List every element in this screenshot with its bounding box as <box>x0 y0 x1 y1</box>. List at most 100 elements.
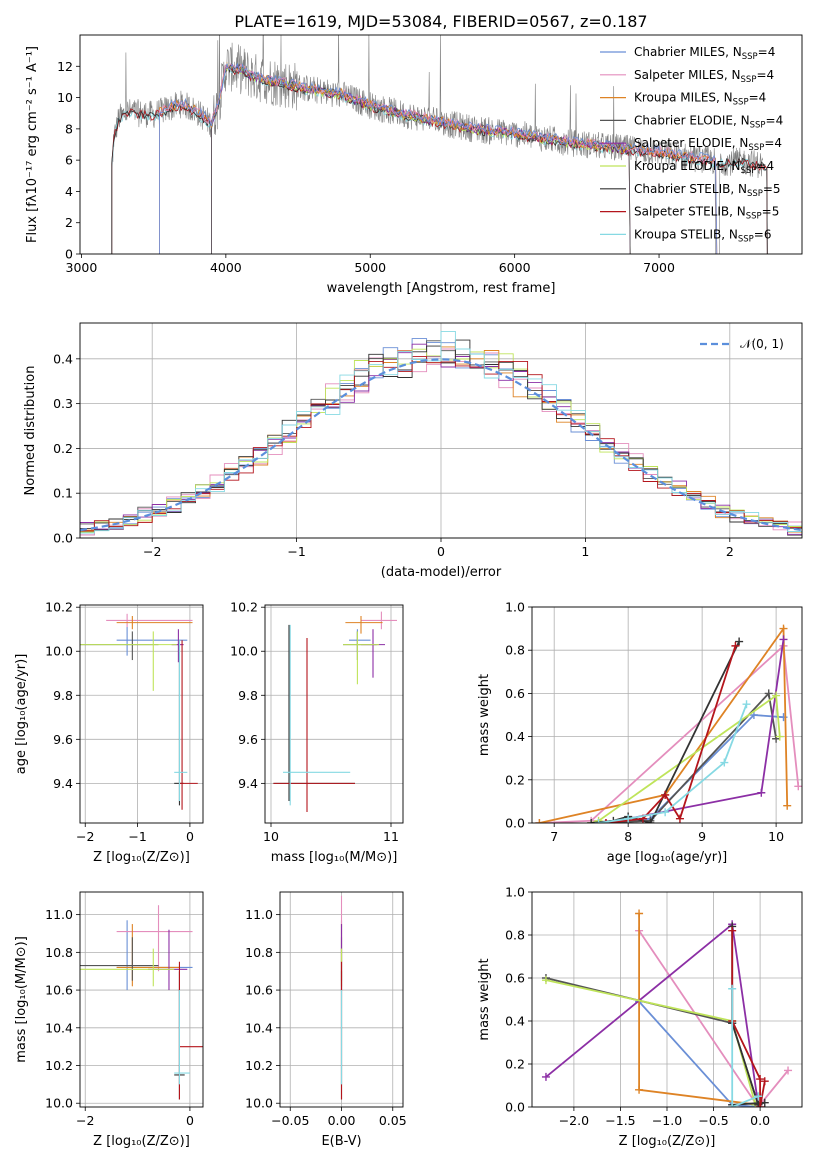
legend: 𝒩(0, 1) <box>700 337 784 351</box>
legend-suffix: =5 <box>762 205 780 219</box>
y-tick-label: 0.8 <box>505 928 525 943</box>
series-point <box>775 732 784 741</box>
errorbar-point-kroupa-elodie <box>343 631 379 685</box>
axes-frame <box>79 891 204 1108</box>
y-tick-label: 0.0 <box>53 531 73 546</box>
legend-entry: Salpeter MILES, NSSP=4 <box>634 68 774 85</box>
errorbar-point-salpeter-miles <box>106 613 193 628</box>
legend-label: Chabrier ELODIE, N <box>634 113 750 127</box>
y-tick-label: 0.8 <box>505 643 525 658</box>
errorbar-point-chabrier-elodie <box>80 631 159 661</box>
series-point <box>587 819 596 823</box>
x-axis-label: E(B-V) <box>321 1134 361 1149</box>
x-tick-label: 9 <box>698 829 706 844</box>
legend-label: Kroupa ELODIE, N <box>634 159 741 173</box>
x-tick-label: 6000 <box>499 260 531 275</box>
series-salpeter-stelib <box>728 926 769 1107</box>
y-axis-label: age [log₁₀(age/yr)] <box>14 654 29 775</box>
x-tick-label: −1.5 <box>605 1113 635 1128</box>
legend-label: Chabrier STELIB, N <box>634 182 747 196</box>
legend-suffix: =4 <box>756 159 774 173</box>
series-point <box>757 788 766 797</box>
legend-sub: SSP <box>750 120 766 130</box>
errorbar-point-kroupa-stelib <box>174 640 188 801</box>
y-tick-label: 10.2 <box>245 1058 273 1073</box>
series-point <box>728 1103 737 1107</box>
chart-residuals: −2 −1 0 1 2 0.0 0.1 0.2 0.3 0.4 (data-model)/error… <box>23 322 803 580</box>
y-axis-label: mass weight <box>477 674 492 756</box>
x-tick-label: 0 <box>186 829 194 844</box>
x-tick-label: 2 <box>726 544 734 559</box>
series-point <box>764 689 773 698</box>
x-tick-label: 0.00 <box>328 1113 356 1128</box>
x-tick-label: 1 <box>581 544 589 559</box>
y-tick-label: 0.2 <box>505 772 525 787</box>
series-line <box>545 979 757 1106</box>
normal-curve <box>80 358 802 532</box>
chart-mass_weight_vs_age: 7 8 9 10 0.0 0.2 0.4 0.6 0.8 1.0 age [log₁₀(age/yr… <box>477 600 803 865</box>
chart-age_vs_Z: −2 −1 0 9.4 9.6 9.8 10.0 10.2 Z [log₁₀(Z/Z⊙)] age… <box>14 600 204 865</box>
legend-sub: SSP <box>741 166 757 176</box>
series-line <box>731 988 759 1107</box>
x-tick-label: 0 <box>437 544 445 559</box>
y-axis-label: Normed distribution <box>23 366 38 496</box>
series-kroupa-miles <box>635 909 763 1107</box>
errorbar-point-chabrier-elodie <box>80 937 159 981</box>
series-kroupa-elodie <box>541 976 760 1107</box>
series-point <box>731 641 740 650</box>
y-tick-label: 9.8 <box>53 688 73 703</box>
errorbar-point-chabrier-miles <box>116 627 188 656</box>
y-tick-label: 0.1 <box>53 486 73 501</box>
series-point <box>783 801 792 810</box>
errorbar-point-chabrier-elodie <box>343 631 377 661</box>
y-tick-label: 6 <box>65 153 73 168</box>
y-tick-label: 1.0 <box>505 600 525 615</box>
y-tick-label: 0.2 <box>53 441 73 456</box>
series-point <box>541 976 550 985</box>
plot-area <box>80 613 198 810</box>
y-tick-label: 10.2 <box>45 1058 73 1073</box>
x-tick-label: −0.5 <box>698 1113 728 1128</box>
y-tick-label: 9.4 <box>53 776 73 791</box>
series-point <box>742 700 751 709</box>
series-point <box>661 790 670 799</box>
series-line <box>638 930 789 1107</box>
series-point <box>661 808 670 817</box>
series-point <box>756 1075 765 1084</box>
series-point <box>779 624 788 633</box>
series-point <box>760 1098 769 1107</box>
series-point <box>754 1092 763 1101</box>
x-tick-label: 11 <box>383 829 399 844</box>
series-point <box>735 637 744 646</box>
plot-area <box>541 909 793 1107</box>
chart-spectrum: 3000 4000 5000 6000 7000 0 2 4 6 8 10 12 wavelength … <box>25 12 803 296</box>
y-tick-label: 10.6 <box>245 983 273 998</box>
y-tick-label: 0.6 <box>505 971 525 986</box>
series-line <box>638 913 759 1106</box>
y-tick-label: 10.2 <box>230 600 258 615</box>
errorbar-point-kroupa-elodie <box>80 631 177 691</box>
series-line <box>539 644 800 823</box>
legend-suffix: =4 <box>749 91 767 105</box>
errorbar-point-kroupa-miles <box>116 924 180 987</box>
y-tick-label: 10.6 <box>45 983 73 998</box>
y-tick-label: 9.8 <box>238 688 258 703</box>
legend-entry: Kroupa STELIB, NSSP=6 <box>634 227 772 244</box>
y-tick-label: 10.8 <box>245 945 273 960</box>
series-point <box>635 1085 644 1094</box>
legend-label: Salpeter ELODIE, N <box>634 136 748 150</box>
x-tick-label: −1 <box>287 544 305 559</box>
series-point <box>760 1077 769 1086</box>
x-tick-label: 7000 <box>643 260 675 275</box>
x-tick-label: 10 <box>263 829 279 844</box>
legend-entry: Chabrier ELODIE, NSSP=4 <box>634 113 783 130</box>
axes-frame <box>79 322 803 539</box>
y-tick-label: 12 <box>57 59 73 74</box>
x-tick-label: 5000 <box>354 260 386 275</box>
legend-suffix: =4 <box>766 113 784 127</box>
y-tick-label: 10.2 <box>45 600 73 615</box>
y-tick-label: 0.2 <box>505 1057 525 1072</box>
y-tick-label: 1.0 <box>505 885 525 900</box>
plot-area <box>535 624 802 823</box>
